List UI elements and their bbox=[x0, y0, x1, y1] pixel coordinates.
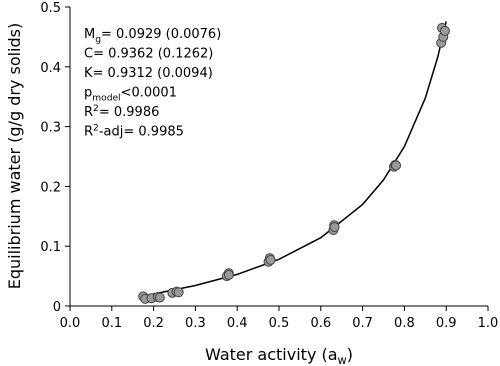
y-tick-label: 0.1 bbox=[40, 240, 61, 255]
point bbox=[329, 222, 340, 233]
annotation-part: <0.0001 bbox=[121, 86, 177, 101]
annotation-sup: 2 bbox=[93, 104, 99, 114]
y-axis-label: Equilibrium water (g/g dry solids) bbox=[5, 23, 24, 289]
x-axis-label-part: Water activity (a bbox=[205, 345, 338, 364]
y-tick-label: 0.2 bbox=[40, 180, 61, 195]
annotation-part: R bbox=[84, 125, 93, 140]
annotation-part: C= 0.9362 (0.1262) bbox=[84, 47, 213, 62]
point bbox=[265, 254, 276, 265]
annotation: R2-adj= 0.9985 bbox=[84, 124, 184, 140]
x-tick-label: 0.7 bbox=[352, 316, 373, 331]
y-tick-label: 0.5 bbox=[40, 1, 61, 16]
x-tick-label: 1.0 bbox=[478, 316, 499, 331]
x-axis-label-sub: w bbox=[338, 354, 347, 366]
annotation: C= 0.9362 (0.1262) bbox=[84, 47, 213, 62]
annotation-part: M bbox=[84, 27, 95, 42]
annotation-part: -adj= 0.9985 bbox=[99, 125, 184, 140]
annotation-sub: model bbox=[92, 94, 120, 104]
annotation-sub: g bbox=[95, 35, 101, 45]
annotation-part: R bbox=[84, 105, 93, 120]
x-tick-label: 0.4 bbox=[227, 316, 248, 331]
y-tick-label: 0.3 bbox=[40, 121, 61, 136]
annotation-sup: 2 bbox=[93, 124, 99, 134]
point bbox=[439, 25, 450, 36]
annotation-part: K= 0.9312 (0.0094) bbox=[84, 66, 213, 81]
x-tick-label: 0.2 bbox=[143, 316, 164, 331]
y-tick-label: 0 bbox=[53, 300, 61, 315]
x-tick-label: 0.1 bbox=[101, 316, 122, 331]
annotation: R2= 0.9986 bbox=[84, 104, 159, 120]
point bbox=[223, 269, 234, 280]
y-tick-label: 0.4 bbox=[40, 61, 61, 76]
x-axis-label: Water activity (aw) bbox=[205, 345, 353, 366]
annotation: pmodel<0.0001 bbox=[84, 86, 177, 104]
annotation-part: = 0.0929 (0.0076) bbox=[101, 27, 221, 42]
x-tick-label: 0.6 bbox=[310, 316, 331, 331]
point bbox=[173, 287, 184, 298]
x-tick-label: 0.8 bbox=[394, 316, 415, 331]
x-tick-label: 0.9 bbox=[436, 316, 457, 331]
point bbox=[154, 292, 165, 303]
x-axis-label-part: ) bbox=[347, 345, 353, 364]
annotation: K= 0.9312 (0.0094) bbox=[84, 66, 213, 81]
x-tick-label: 0.3 bbox=[185, 316, 206, 331]
fit-line bbox=[140, 21, 447, 297]
x-tick-label: 0.0 bbox=[60, 316, 81, 331]
annotation: Mg= 0.0929 (0.0076) bbox=[84, 27, 221, 45]
point bbox=[391, 160, 402, 171]
x-tick-label: 0.5 bbox=[269, 316, 290, 331]
annotation-part: p bbox=[84, 86, 92, 101]
annotation-part: = 0.9986 bbox=[99, 105, 160, 120]
